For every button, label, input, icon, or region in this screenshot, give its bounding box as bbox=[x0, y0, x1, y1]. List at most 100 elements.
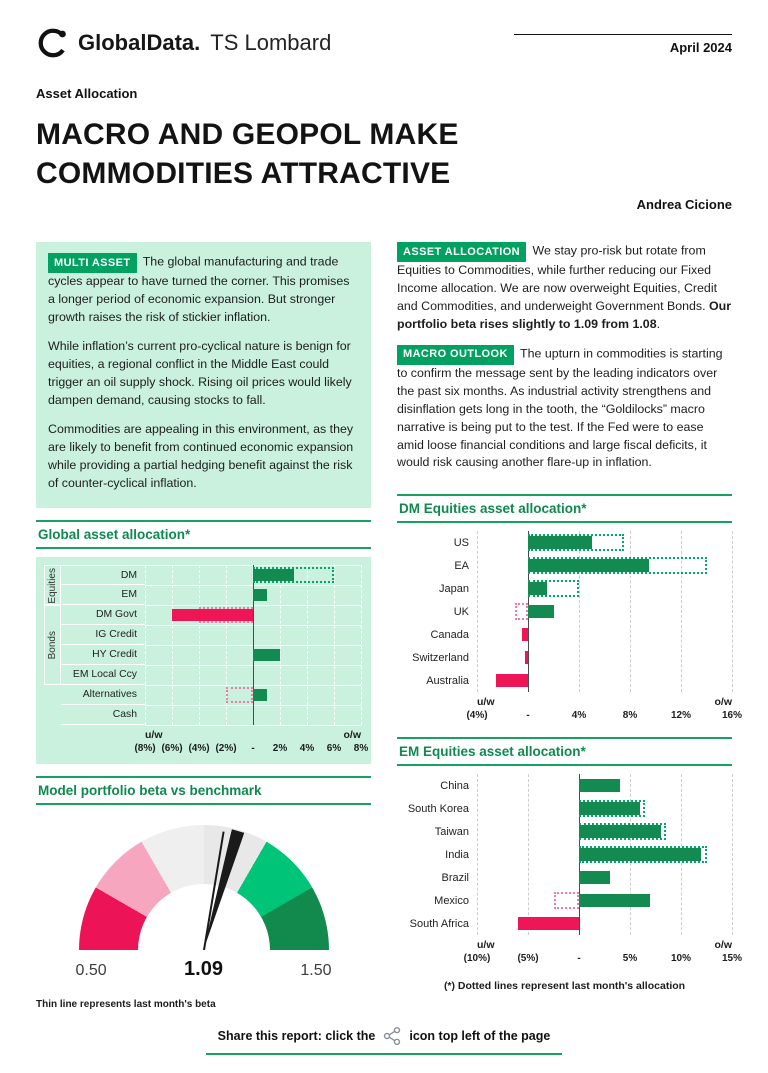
category-label: Brazil bbox=[441, 871, 469, 884]
multi-asset-paragraph-3: Commodities are appealing in this enviro… bbox=[48, 422, 354, 490]
current-allocation-bar bbox=[579, 802, 641, 815]
header: GlobalData. TS Lombard April 2024 bbox=[36, 26, 732, 60]
underweight-overweight-labels: u/w o/w bbox=[145, 729, 361, 742]
report-title: MACRO AND GEOPOL MAKE COMMODITIES ATTRAC… bbox=[36, 115, 732, 193]
gauge-scale-labels: 0.50 1.09 1.50 bbox=[68, 958, 340, 981]
tick-label: 12% bbox=[670, 710, 692, 721]
category-label: DM Govt bbox=[61, 605, 145, 626]
tick-label: 5% bbox=[622, 953, 638, 964]
current-allocation-bar bbox=[253, 589, 267, 602]
category-label: China bbox=[440, 779, 469, 792]
gridline bbox=[172, 565, 173, 726]
category-label: Mexico bbox=[434, 894, 469, 907]
axis-tick-labels: (8%) (6%) (4%) (2%) - 2% 4% 6% 8% bbox=[134, 743, 368, 758]
category-label: Japan bbox=[439, 582, 469, 595]
tick-label: (10%) bbox=[463, 953, 491, 964]
category-label: EM bbox=[61, 585, 145, 606]
tick-label: (6%) bbox=[161, 743, 183, 755]
multi-asset-paragraph-1: MULTI ASSET The global manufacturing and… bbox=[48, 253, 359, 326]
category-label: Asset Allocation bbox=[36, 86, 138, 101]
plot-area bbox=[477, 531, 733, 692]
current-allocation-bar bbox=[524, 651, 528, 664]
tick-label: 10% bbox=[670, 953, 692, 964]
multi-asset-paragraph-2: While inflation’s current pro-cyclical n… bbox=[48, 339, 352, 407]
last-month-bar bbox=[515, 603, 528, 620]
tick-label: 2% bbox=[272, 743, 288, 755]
chart-title-em-equities: EM Equities asset allocation* bbox=[397, 737, 732, 766]
category-label: South Africa bbox=[409, 917, 469, 930]
category-labels-column: US EA Japan UK Canada Switzerland Australia bbox=[397, 531, 477, 725]
right-column-text: ASSET ALLOCATION We stay pro-risk but ro… bbox=[397, 242, 732, 482]
report-date-block: April 2024 bbox=[514, 26, 732, 55]
category-label: IG Credit bbox=[61, 625, 145, 646]
chart-title-global-allocation: Global asset allocation* bbox=[36, 520, 371, 550]
logo: GlobalData. TS Lombard bbox=[36, 26, 331, 60]
tick-label: 4% bbox=[299, 743, 315, 755]
em-equities-allocation-chart: China South Korea Taiwan India Brazil Mexico S… bbox=[397, 774, 742, 968]
gridline bbox=[732, 774, 733, 935]
gridline bbox=[579, 531, 580, 692]
group-label-equities: Equities bbox=[44, 565, 61, 606]
date-rule bbox=[514, 34, 732, 35]
asset-allocation-badge: ASSET ALLOCATION bbox=[397, 242, 527, 263]
multi-asset-badge: MULTI ASSET bbox=[48, 253, 137, 274]
macro-outlook-paragraph: MACRO OUTLOOK The upturn in commodities … bbox=[397, 344, 732, 472]
share-text-prefix: Share this report: click the bbox=[217, 1029, 376, 1044]
underweight-label: u/w bbox=[477, 939, 495, 951]
gauge-arc-area bbox=[78, 825, 329, 951]
gridline bbox=[477, 531, 478, 692]
gridline bbox=[199, 565, 200, 726]
chart-title-dm-equities: DM Equities asset allocation* bbox=[397, 494, 732, 523]
tick-label: - bbox=[577, 953, 581, 964]
category-labels-column: DM EM DM Govt IG Credit HY Credit EM Local Cc… bbox=[61, 565, 145, 758]
dotted-lines-note: (*) Dotted lines represent last month's … bbox=[443, 980, 686, 992]
category-label: Taiwan bbox=[434, 825, 469, 838]
tick-label: 8% bbox=[622, 710, 638, 721]
gridline bbox=[528, 774, 529, 935]
report-title-line1: MACRO AND GEOPOL MAKE bbox=[36, 118, 459, 151]
gridline bbox=[334, 565, 335, 726]
current-allocation-bar bbox=[253, 569, 294, 582]
current-allocation-bar bbox=[496, 674, 528, 687]
tick-label: (5%) bbox=[517, 953, 539, 964]
plot-area bbox=[145, 565, 362, 727]
globaldata-logo-icon bbox=[36, 26, 70, 60]
macro-outlook-text: The upturn in commodities is starting to… bbox=[397, 346, 723, 470]
portfolio-beta-gauge: 0.50 1.09 1.50 bbox=[36, 825, 371, 981]
category-label: Switzerland bbox=[412, 651, 469, 664]
overweight-label: o/w bbox=[343, 729, 362, 742]
current-allocation-bar bbox=[579, 825, 661, 838]
category-label: EM Local Ccy bbox=[61, 665, 145, 686]
underweight-label: u/w bbox=[477, 696, 495, 708]
current-allocation-bar bbox=[528, 559, 650, 572]
row-separator bbox=[145, 725, 361, 727]
gridline bbox=[280, 565, 281, 726]
axis-tick-labels: (10%) (5%) - 5% 10% 15% bbox=[464, 953, 742, 968]
tick-label: 16% bbox=[721, 710, 743, 721]
share-icon bbox=[382, 1026, 402, 1046]
gauge-min-label: 0.50 bbox=[75, 962, 107, 980]
group-labels-column: Equities Bonds bbox=[44, 565, 61, 725]
share-instruction-row: Share this report: click the icon top le… bbox=[36, 1026, 732, 1056]
underweight-label: u/w bbox=[145, 729, 163, 742]
plot-column: u/w o/w (10%) (5%) - 5% 10% 15% bbox=[464, 774, 742, 968]
category-label: India bbox=[445, 848, 469, 861]
content-columns: MULTI ASSET The global manufacturing and… bbox=[36, 242, 742, 1010]
global-asset-allocation-chart: Equities Bonds DM EM DM Govt IG Credit HY Cre… bbox=[36, 557, 371, 765]
asset-allocation-suffix: . bbox=[656, 316, 661, 331]
tick-label: - bbox=[526, 710, 530, 721]
category-label: DM bbox=[61, 565, 145, 586]
gridline bbox=[361, 565, 362, 726]
asset-allocation-bold-text: Our portfolio beta rises slightly to 1.0… bbox=[397, 299, 732, 331]
gauge-max-label: 1.50 bbox=[300, 962, 332, 980]
category-label: Australia bbox=[426, 674, 469, 687]
tick-label: 4% bbox=[571, 710, 587, 721]
overweight-label: o/w bbox=[714, 696, 733, 708]
last-month-bar bbox=[553, 892, 579, 909]
category-label: Canada bbox=[430, 628, 469, 641]
current-allocation-bar bbox=[579, 871, 610, 884]
logo-text-globaldata: GlobalData. bbox=[78, 30, 201, 55]
right-column: ASSET ALLOCATION We stay pro-risk but ro… bbox=[397, 242, 742, 992]
tick-label: (4%) bbox=[466, 710, 488, 721]
